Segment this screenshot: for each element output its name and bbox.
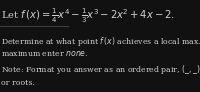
Text: Determine at what point $f\,(x)$ achieves a local max. If there is no local: Determine at what point $f\,(x)$ achieve…: [1, 35, 200, 48]
Text: Let $f\,(x) = \frac{1}{4}x^4 - \frac{1}{3}x^3 - 2x^2 + 4x - 2.$: Let $f\,(x) = \frac{1}{4}x^4 - \frac{1}{…: [1, 6, 175, 25]
Text: or roots.: or roots.: [1, 79, 35, 87]
Text: Note: Format you answer as an ordered pair, $(\_, \_)$. Retain any fractions: Note: Format you answer as an ordered pa…: [1, 63, 200, 76]
Text: maximum enter $none$.: maximum enter $none$.: [1, 49, 88, 58]
